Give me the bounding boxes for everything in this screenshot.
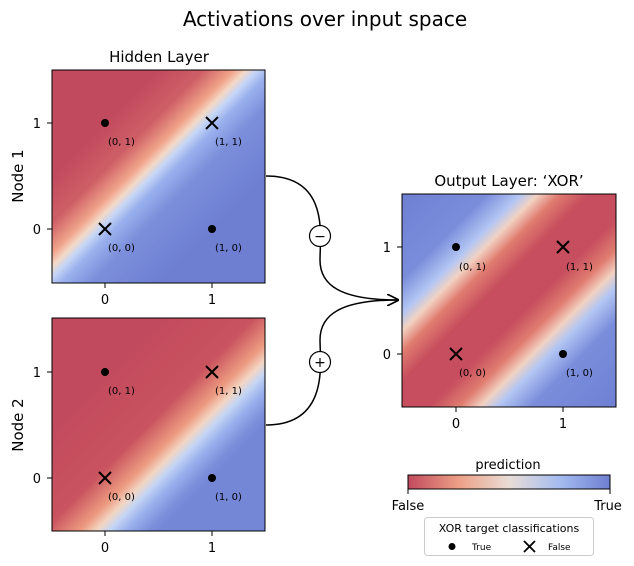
node2-ylabel: Node 2: [9, 398, 27, 451]
positive-weight-sign: +: [314, 355, 326, 371]
node2-xtick-label-1: 1: [208, 541, 216, 556]
output-ytick-label-1: 1: [383, 241, 391, 256]
node1-ylabel: Node 1: [9, 149, 27, 202]
node2-label-00: (0, 0): [108, 492, 135, 503]
connections: − +: [265, 175, 398, 426]
legend-box: [424, 517, 594, 556]
output-point-00: [449, 347, 463, 361]
node1-label-00: (0, 0): [108, 243, 135, 254]
node2-ytick-label-1: 1: [33, 366, 41, 381]
positive-weight-badge: [308, 350, 332, 374]
output-label-00: (0, 0): [459, 368, 486, 379]
colorbar-min-label: False: [392, 499, 425, 514]
output-point-11: [556, 240, 570, 254]
output-frame: [401, 193, 617, 408]
node1-point-01: [101, 119, 109, 127]
node1-panel: Hidden Layer Node 1 0 1 0 1 (0, 1) (1, 1…: [9, 48, 266, 308]
legend: XOR target classifications True False: [424, 517, 594, 556]
legend-true-marker: [448, 543, 456, 550]
node2-label-01: (0, 1): [108, 386, 135, 397]
figure-title: Activations over input space: [183, 7, 467, 31]
node1-point-10: [208, 225, 216, 233]
node1-ytick-label-0: 0: [33, 223, 41, 238]
node2-label-10: (1, 0): [215, 492, 242, 503]
output-label-11: (1, 1): [566, 262, 593, 273]
node1-label-10: (1, 0): [215, 243, 242, 254]
output-point-10: [559, 350, 567, 358]
node2-xtick-label-0: 0: [101, 541, 109, 556]
hidden-layer-title: Hidden Layer: [109, 48, 210, 66]
legend-title: XOR target classifications: [439, 522, 580, 535]
node1-point-00: [98, 222, 112, 236]
node1-ytick-label-1: 1: [33, 117, 41, 132]
output-ytick-label-0: 0: [383, 348, 391, 363]
node2-point-11: [205, 365, 219, 379]
node1-xtick-label-1: 1: [208, 293, 216, 308]
negative-weight-sign: −: [314, 229, 326, 245]
output-heatmap: [402, 194, 616, 407]
output-xtick-label-0: 0: [452, 417, 460, 432]
node2-label-11: (1, 1): [215, 386, 242, 397]
colorbar-gradient: [407, 474, 611, 490]
node2-connection-arrow: [265, 300, 398, 426]
node1-heatmap: [52, 70, 265, 283]
colorbar-max-label: True: [593, 499, 622, 514]
node1-label-01: (0, 1): [108, 137, 135, 148]
output-xtick-label-1: 1: [559, 417, 567, 432]
legend-false-label: False: [548, 543, 571, 553]
output-label-10: (1, 0): [566, 368, 593, 379]
legend-true-label: True: [471, 543, 492, 553]
colorbar: prediction False True: [392, 458, 622, 514]
node1-point-11: [205, 116, 219, 130]
legend-false-marker: [523, 540, 536, 553]
node2-panel: Node 2 0 1 0 1 (0, 1) (1, 1) (0, 0) (1, …: [9, 317, 266, 556]
output-layer-title: Output Layer: ‘XOR’: [434, 172, 583, 190]
node1-label-11: (1, 1): [215, 137, 242, 148]
node2-point-10: [208, 474, 216, 482]
output-label-01: (0, 1): [459, 262, 486, 273]
node2-ytick-label-0: 0: [33, 472, 41, 487]
output-point-01: [452, 243, 460, 251]
colorbar-label: prediction: [475, 458, 540, 473]
node2-frame: [51, 317, 266, 532]
node1-frame: [51, 69, 266, 284]
node1-connection-arrow: [265, 175, 398, 300]
negative-weight-badge: [308, 224, 332, 248]
node2-point-00: [98, 471, 112, 485]
output-panel: Output Layer: ‘XOR’ 0 1 0 1 (0, 1) (1, 1…: [383, 172, 617, 432]
node2-point-01: [101, 368, 109, 376]
node2-heatmap: [52, 318, 265, 531]
node1-xtick-label-0: 0: [101, 293, 109, 308]
